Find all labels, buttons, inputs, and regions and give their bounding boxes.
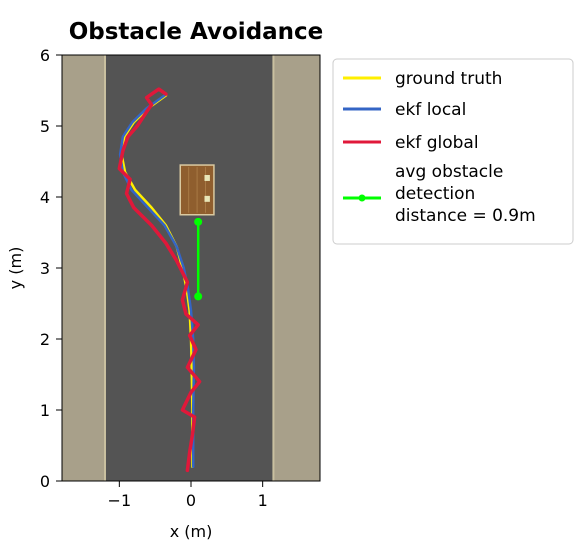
series-layer — [117, 87, 203, 473]
legend: ground truth ekf local ekf global avg obsta… — [332, 58, 574, 245]
legend-entry-3: avg obstacle detection distance = 0.9m — [343, 162, 536, 226]
x-axis-ticks: −1 0 1 — [108, 481, 268, 510]
series-point-3-0 — [194, 292, 203, 301]
y-tick-label-0: 0 — [40, 472, 50, 491]
chart-title: Obstacle Avoidance — [69, 19, 324, 45]
legend-label-3: avg obstacle detection distance = 0.9m — [395, 162, 536, 226]
series-point-3-1 — [194, 217, 203, 226]
y-tick-label-2: 2 — [40, 330, 50, 349]
legend-label-2: ekf global — [395, 133, 479, 153]
plot-background — [62, 55, 320, 481]
legend-label-0: ground truth — [395, 69, 502, 89]
y-tick-label-4: 4 — [40, 188, 50, 207]
road-asphalt — [105, 55, 274, 481]
series-line-2 — [117, 87, 202, 473]
legend-frame — [332, 58, 574, 245]
x-axis-label: x (m) — [170, 522, 213, 541]
y-axis-label: y (m) — [6, 247, 25, 290]
y-tick-label-6: 6 — [40, 46, 50, 65]
legend-swatch-marker-3 — [358, 194, 366, 202]
legend-entry-0: ground truth — [343, 69, 502, 89]
y-tick-label-1: 1 — [40, 401, 50, 420]
obstacle-box — [179, 164, 215, 216]
legend-entry-2: ekf global — [343, 133, 479, 153]
y-tick-label-5: 5 — [40, 117, 50, 136]
y-axis-ticks: 0 1 2 3 4 5 6 — [40, 46, 62, 491]
y-tick-label-3: 3 — [40, 259, 50, 278]
x-tick-label-1: 0 — [186, 491, 196, 510]
legend-entry-1: ekf local — [343, 100, 466, 120]
legend-label-1: ekf local — [395, 100, 466, 120]
x-tick-label-2: 1 — [258, 491, 268, 510]
x-tick-label-0: −1 — [108, 491, 132, 510]
series-line-1 — [118, 94, 196, 469]
